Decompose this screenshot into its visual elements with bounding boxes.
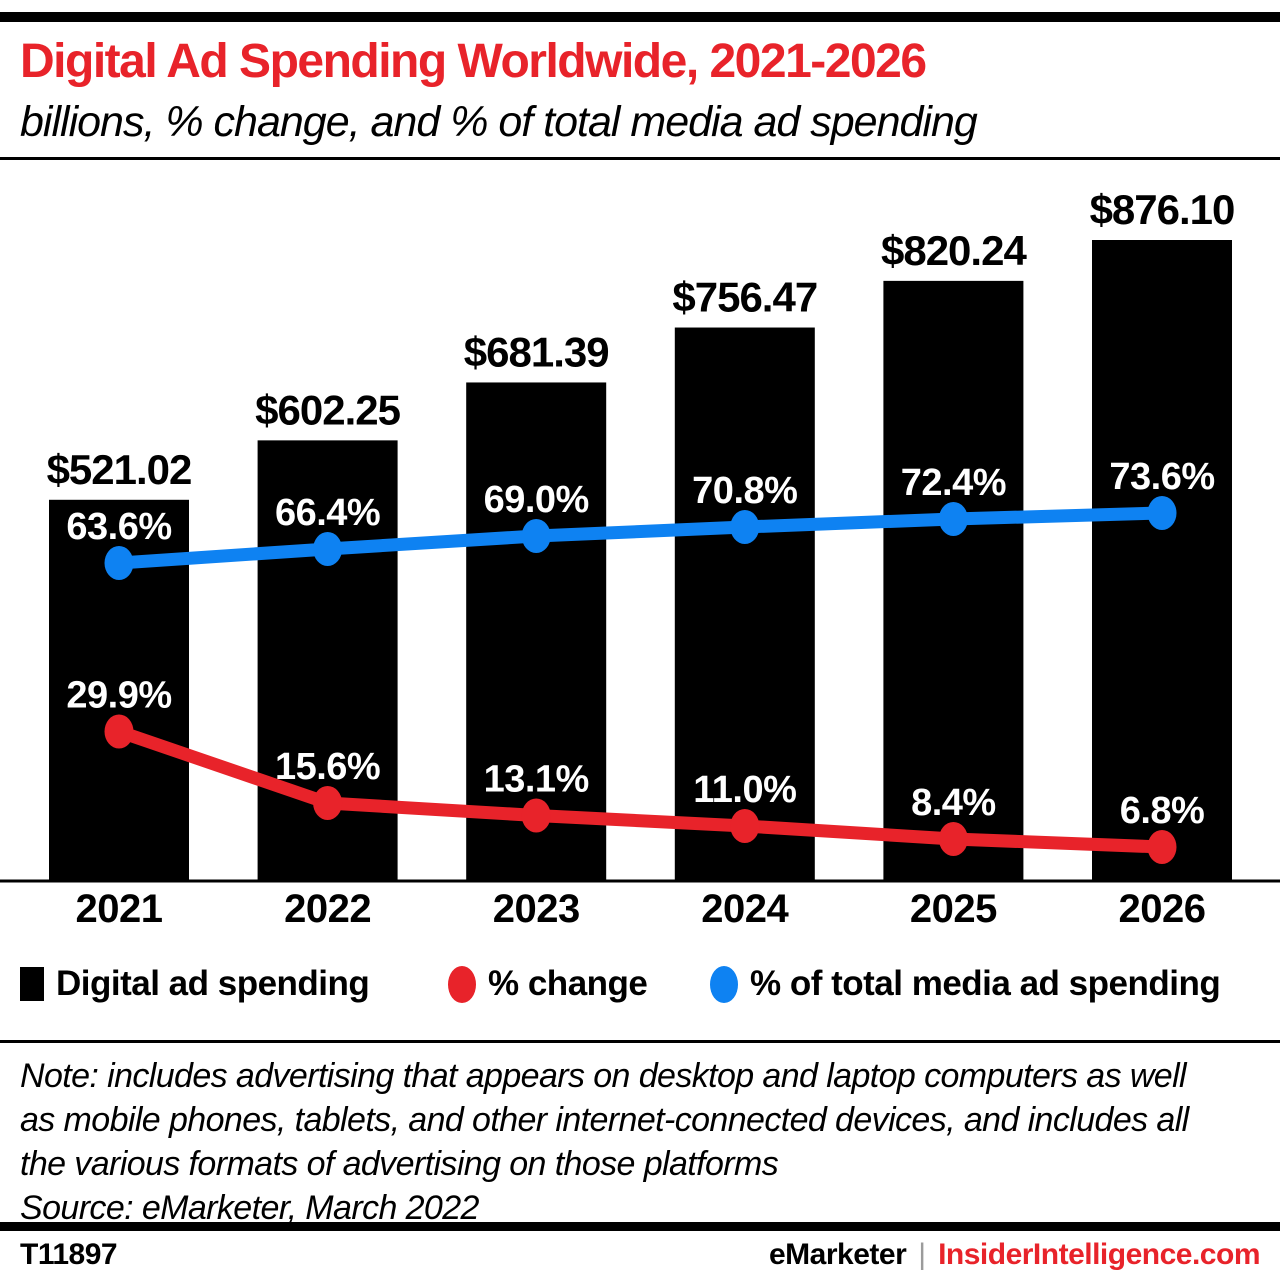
bar-value-label-2022: $602.25 bbox=[255, 386, 400, 433]
brand-emarketer: eMarketer bbox=[769, 1238, 907, 1270]
point-2024 bbox=[730, 510, 760, 544]
point-label-2023: 69.0% bbox=[484, 479, 589, 521]
legend-item--change: % change bbox=[448, 958, 648, 1010]
brand-site: InsiderIntelligence.com bbox=[938, 1238, 1260, 1270]
bar-value-label-2021: $521.02 bbox=[47, 446, 192, 493]
note-divider bbox=[0, 1040, 1280, 1043]
x-tick-2026: 2026 bbox=[1119, 887, 1206, 931]
header-divider bbox=[0, 157, 1280, 160]
point-2024 bbox=[730, 809, 760, 843]
point-label-2024: 70.8% bbox=[692, 470, 797, 512]
chart-subtitle: billions, % change, and % of total media… bbox=[20, 98, 978, 146]
bar-value-label-2026: $876.10 bbox=[1090, 186, 1235, 233]
point-label-2026: 6.8% bbox=[1120, 790, 1205, 832]
point-2023 bbox=[521, 519, 551, 553]
x-tick-2024: 2024 bbox=[701, 887, 789, 931]
point-label-2025: 72.4% bbox=[901, 462, 1006, 504]
bar-value-label-2025: $820.24 bbox=[881, 227, 1027, 274]
bar-value-label-2023: $681.39 bbox=[464, 328, 609, 375]
legend-dot-swatch bbox=[448, 965, 476, 1003]
note-line: the various formats of advertising on th… bbox=[20, 1145, 779, 1183]
point-label-2023: 13.1% bbox=[484, 759, 589, 801]
point-2021 bbox=[104, 714, 134, 749]
point-label-2021: 63.6% bbox=[66, 506, 171, 548]
point-label-2026: 73.6% bbox=[1109, 456, 1214, 498]
bar-2026 bbox=[1092, 240, 1232, 881]
legend-label: Digital ad spending bbox=[56, 964, 370, 1003]
legend-square-swatch bbox=[20, 967, 44, 1001]
legend-item--of-total-media-ad-spending: % of total media ad spending bbox=[710, 958, 1221, 1010]
point-label-2024: 11.0% bbox=[693, 769, 796, 811]
point-2023 bbox=[521, 798, 551, 833]
chart-title: Digital Ad Spending Worldwide, 2021-2026 bbox=[20, 35, 927, 88]
legend-label: % of total media ad spending bbox=[750, 964, 1221, 1003]
x-tick-2025: 2025 bbox=[910, 887, 997, 931]
note-block: Note: includes advertising that appears … bbox=[20, 1054, 1260, 1230]
note-line: as mobile phones, tablets, and other int… bbox=[20, 1101, 1189, 1139]
chart-legend: Digital ad spending % change % of total me… bbox=[0, 958, 1280, 1010]
brand-group: eMarketer | InsiderIntelligence.com bbox=[769, 1238, 1260, 1270]
point-label-2022: 15.6% bbox=[275, 746, 380, 788]
footer-rule-bar bbox=[0, 1222, 1280, 1231]
point-2022 bbox=[313, 532, 343, 566]
legend-label: % change bbox=[488, 964, 648, 1003]
chart-id: T11897 bbox=[20, 1238, 118, 1270]
line--of-total-media-ad-spending bbox=[112, 506, 1169, 570]
legend-item-digital-ad-spending: Digital ad spending bbox=[20, 958, 370, 1010]
point-2025 bbox=[938, 502, 968, 536]
top-rule-bar bbox=[0, 12, 1280, 22]
footer: T11897 eMarketer | InsiderIntelligence.c… bbox=[20, 1238, 1260, 1270]
legend-dot-swatch bbox=[710, 965, 738, 1003]
point-2026 bbox=[1147, 496, 1177, 530]
bar-2024 bbox=[674, 327, 815, 881]
point-label-2025: 8.4% bbox=[911, 782, 996, 824]
point-label-2022: 66.4% bbox=[275, 492, 380, 534]
note-line: Note: includes advertising that appears … bbox=[20, 1057, 1187, 1095]
line--change bbox=[112, 725, 1169, 854]
bar-2023 bbox=[466, 382, 607, 881]
point-2021 bbox=[104, 546, 134, 580]
x-tick-2021: 2021 bbox=[76, 887, 163, 931]
brand-separator: | bbox=[918, 1238, 927, 1270]
point-label-2021: 29.9% bbox=[66, 675, 171, 717]
x-tick-2022: 2022 bbox=[284, 887, 371, 931]
bar-value-label-2024: $756.47 bbox=[672, 274, 817, 321]
x-tick-2023: 2023 bbox=[493, 887, 580, 931]
point-2022 bbox=[313, 786, 343, 820]
point-2025 bbox=[938, 822, 968, 856]
point-2026 bbox=[1147, 830, 1177, 864]
bar-2025 bbox=[883, 280, 1024, 881]
source-line: Source: eMarketer, March 2022 bbox=[20, 1189, 479, 1227]
bar-line-chart: $521.02 $602.25 $681.39 $756.47 $820.24 $876.… bbox=[0, 186, 1280, 931]
